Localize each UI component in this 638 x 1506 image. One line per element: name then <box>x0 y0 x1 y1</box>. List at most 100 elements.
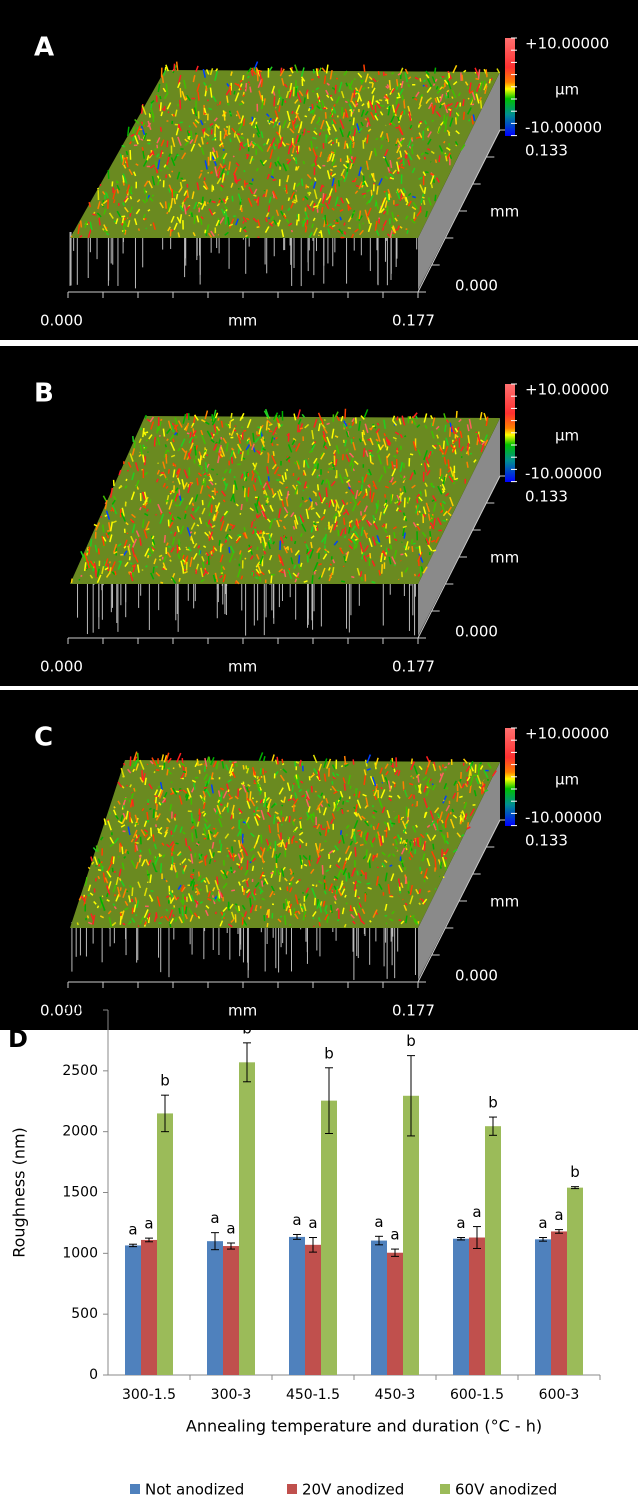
surface-texture <box>192 813 193 822</box>
surface-texture <box>223 150 225 151</box>
surface-texture <box>356 186 359 187</box>
surface-texture <box>185 511 186 513</box>
surface-texture <box>293 526 294 529</box>
surface-texture <box>146 228 147 229</box>
surface-texture <box>336 800 337 808</box>
surface-texture <box>132 899 133 902</box>
surface-texture <box>340 217 341 220</box>
surface-texture <box>334 879 335 880</box>
surface-texture <box>311 141 312 149</box>
surface-texture <box>291 155 292 157</box>
surface-texture <box>146 440 147 441</box>
surface-texture <box>198 92 199 101</box>
surface-texture <box>444 115 445 125</box>
surface-texture <box>311 542 312 548</box>
surface-texture <box>232 846 233 852</box>
y-tick-label: 1500 <box>62 1185 98 1201</box>
surface-texture <box>81 220 82 227</box>
surface-texture <box>335 184 336 192</box>
surface-texture <box>213 852 214 856</box>
surface-texture <box>247 860 248 869</box>
significance-letter: a <box>292 1211 301 1229</box>
surface-texture <box>288 197 289 200</box>
surface-texture <box>202 197 203 204</box>
surface-texture <box>307 556 308 563</box>
x-min: 0.000 <box>40 312 83 330</box>
surface-texture <box>147 874 150 875</box>
surface-texture <box>114 807 115 808</box>
surface-texture <box>230 433 231 435</box>
surface-texture <box>331 172 332 175</box>
significance-letter: b <box>324 1044 334 1062</box>
surface-texture <box>117 189 118 194</box>
surface-texture <box>130 756 131 765</box>
surface-texture <box>89 546 90 554</box>
surface-texture <box>391 823 395 824</box>
surface-texture <box>128 851 129 854</box>
surface-texture <box>422 566 423 571</box>
surface-texture <box>401 164 403 165</box>
surface-texture <box>165 444 166 447</box>
surface-texture <box>339 180 340 186</box>
surface-texture <box>436 159 437 162</box>
surface-texture <box>371 190 372 196</box>
surface-texture <box>324 876 325 880</box>
surface-texture <box>462 75 463 81</box>
surface-texture <box>322 865 323 874</box>
surface-texture <box>248 82 249 83</box>
surface-texture <box>241 134 243 135</box>
surface-texture <box>290 909 291 915</box>
surface-texture <box>103 525 104 533</box>
surface-texture <box>192 503 193 506</box>
surface-texture <box>338 530 339 536</box>
surface-texture <box>156 824 157 827</box>
surface-texture <box>162 75 163 82</box>
surface-texture <box>281 499 282 501</box>
surface-texture <box>279 106 280 112</box>
surface-texture <box>319 922 320 926</box>
surface-texture <box>199 872 200 877</box>
surface-texture <box>385 99 388 100</box>
surface-texture <box>303 490 304 491</box>
surface-texture <box>130 196 131 199</box>
surface-texture <box>243 430 246 431</box>
surface-texture <box>246 155 249 156</box>
surface-panel: A+10.00000µm-10.000000.133mm0.0000.000mm… <box>0 0 638 340</box>
surface-texture <box>151 900 152 902</box>
surface-texture <box>188 484 189 487</box>
surface-texture <box>153 809 154 818</box>
surface-texture <box>261 835 262 844</box>
surface-texture <box>142 770 143 780</box>
surface-texture <box>408 809 409 818</box>
surface-texture <box>237 535 241 536</box>
surface-texture <box>468 98 469 99</box>
surface-texture <box>158 424 160 425</box>
surface-texture <box>273 451 274 456</box>
surface-texture <box>271 575 272 583</box>
surface-texture <box>148 532 149 533</box>
surface-texture <box>248 487 249 497</box>
surface-texture <box>122 847 123 854</box>
surface-texture <box>312 501 313 507</box>
surface-texture <box>238 123 240 124</box>
surface-texture <box>215 579 216 580</box>
y-tick-label: 3000 <box>62 1002 98 1018</box>
surface-texture <box>282 805 283 806</box>
surface-texture <box>413 543 416 544</box>
y-unit: mm <box>490 549 519 567</box>
surface-texture <box>240 228 241 232</box>
surface-texture <box>278 823 279 832</box>
surface-texture <box>449 132 450 135</box>
surface-texture <box>180 100 181 109</box>
surface-texture <box>289 816 290 822</box>
surface-texture <box>130 556 131 560</box>
surface-texture <box>425 489 426 496</box>
surface-texture <box>286 899 287 906</box>
surface-texture <box>250 87 251 93</box>
surface-texture <box>335 85 336 94</box>
surface-texture <box>403 158 404 165</box>
panel-label: C <box>34 723 53 753</box>
surface-texture <box>240 550 241 554</box>
surface-texture <box>425 157 426 160</box>
surface-texture <box>228 790 229 792</box>
